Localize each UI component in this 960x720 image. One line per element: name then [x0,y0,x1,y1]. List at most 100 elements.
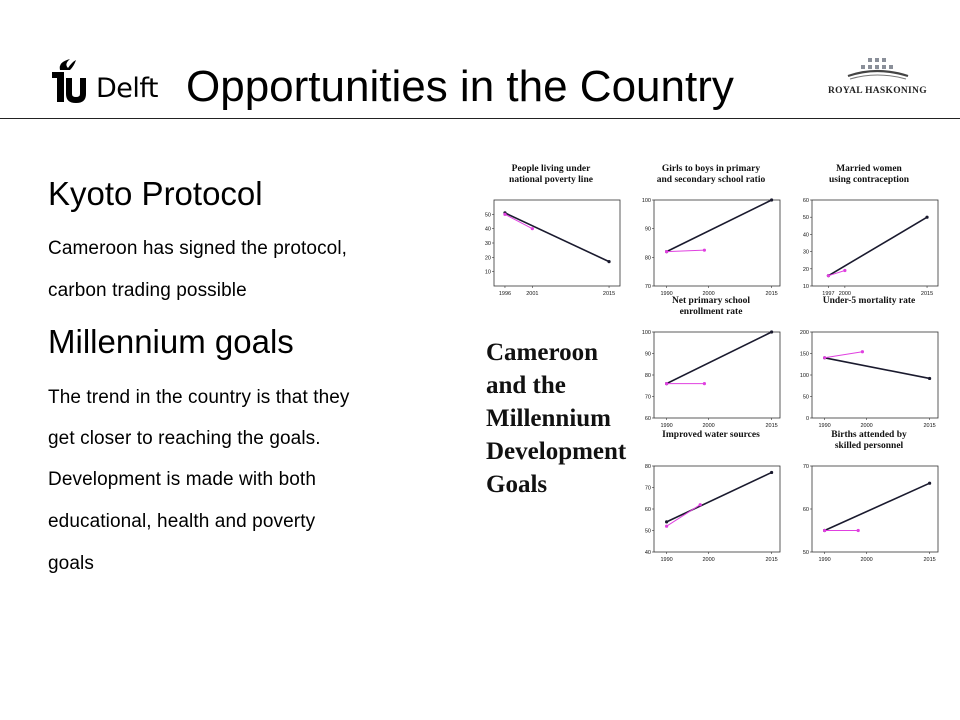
chart-title-line: People living under [511,164,591,174]
tudelft-logo-text: Delft [96,73,159,104]
actual-line [666,249,705,253]
y-tick-label: 70 [645,284,651,290]
plot-frame [811,465,939,553]
x-tick-label: 2000 [860,423,872,429]
chart-title-line: enrollment rate [679,307,743,317]
actual-point [823,356,827,360]
chart-title-line: Girls to boys in primary [661,164,761,174]
trend-point [665,520,669,524]
tudelft-flame-icon [52,59,86,103]
x-tick-label: 1990 [818,423,830,429]
figure-label-line: Millennium [486,405,612,432]
y-tick-label: 60 [645,416,651,422]
chart-poverty: People living under national poverty line… [476,164,624,326]
x-tick-label: 2015 [765,423,777,429]
y-tick-label: 80 [645,464,651,470]
actual-point [530,227,534,231]
x-tick-label: 2000 [702,291,714,297]
chart-births-attended: Births attended by skilled personnel 50 60 7… [794,430,942,592]
y-tick-label: 20 [485,255,491,261]
y-tick-label: 40 [645,550,651,556]
chart-title: Births attended by skilled personnel [794,430,944,452]
trend-line [504,212,610,263]
x-tick-label: 2015 [923,423,935,429]
chart-water-sources: Improved water sources 40 50 60 70 80 1990 2000… [636,430,784,592]
x-tick-label: 2001 [526,291,538,297]
plot-frame [811,199,939,287]
actual-point [843,268,847,273]
y-tick-label: 50 [803,395,809,401]
y-tick-label: 30 [485,241,491,247]
x-tick-label: 2000 [702,423,714,429]
figure-label-line: Goals [486,471,548,498]
y-tick-label: 150 [800,352,809,358]
trend-line [666,199,772,253]
x-tick-label: 2000 [839,291,851,297]
mdg-text-line: The trend in the country is that they [48,387,350,408]
y-tick-label: 60 [803,507,809,513]
chart-plot: 60 70 80 90 100 1990 2000 2015 [642,330,781,429]
chart-title: Under-5 mortality rate [794,296,944,307]
y-tick-label: 100 [642,330,651,336]
y-tick-label: 10 [485,270,491,276]
x-tick-label: 1990 [660,423,672,429]
y-tick-label: 10 [803,284,809,290]
mdg-heading: Millennium goals [48,323,294,360]
chart-title: Girls to boys in primary and secondary sc… [636,164,786,186]
x-tick-label: 2000 [702,557,714,563]
chart-contraception: Married women using contraception 10 20 30 40… [794,164,942,326]
kyoto-heading: Kyoto Protocol [48,175,263,212]
x-tick-label: 2015 [765,291,777,297]
actual-point [860,350,864,354]
trend-point [925,215,929,219]
plot-frame [811,331,939,419]
x-tick-label: 1997 [822,291,834,297]
y-tick-label: 100 [642,198,651,204]
actual-line [666,504,701,527]
actual-point [702,248,706,252]
x-tick-label: 1996 [499,291,511,297]
actual-line [828,270,846,277]
figure-label: Cameroon and the Millennium Development … [486,336,626,501]
x-tick-label: 2015 [921,291,933,297]
chart-title: People living under national poverty line [476,164,626,186]
chart-title-line: using contraception [829,175,909,185]
actual-point [702,382,706,386]
actual-point [665,524,669,528]
mdg-text-line: goals [48,553,94,574]
trend-point [607,260,611,264]
page-title: Opportunities in the Country [186,62,734,111]
y-tick-label: 30 [803,250,809,256]
chart-title-line: and secondary school ratio [656,175,766,185]
trend-line [666,471,772,523]
kyoto-text-line: carbon trading possible [48,280,247,301]
figure-label-line: Development [486,438,627,465]
x-tick-label: 2015 [765,557,777,563]
figure-label-line: and the [486,372,566,399]
x-tick-label: 1990 [818,557,830,563]
y-tick-label: 0 [806,416,809,422]
x-tick-label: 2015 [603,291,615,297]
chart-under5-mortality: Under-5 mortality rate 0 50 100 150 200 1990 20… [794,296,942,458]
actual-point [665,382,669,386]
y-tick-label: 50 [485,212,491,218]
trend-point [770,330,774,334]
chart-title: Married women using contraception [794,164,944,186]
y-tick-label: 20 [803,267,809,273]
y-tick-label: 90 [645,227,651,233]
y-tick-label: 200 [800,330,809,336]
chart-plot: 0 50 100 150 200 1990 2000 2015 [800,330,939,429]
chart-plot: 10 20 30 40 50 1996 2001 2015 [485,199,621,297]
plot-frame [653,331,781,419]
y-tick-label: 80 [645,255,651,261]
chart-title-line: Improved water sources [662,430,760,440]
trend-point [770,198,774,202]
actual-line [824,351,863,359]
actual-point [856,528,860,533]
actual-line [504,213,533,230]
trend-line [828,216,928,277]
plot-frame [653,199,781,287]
mdg-text-line: get closer to reaching the goals. [48,428,321,449]
trend-line [666,331,772,385]
chart-girls-boys-ratio: Girls to boys in primary and secondary sc… [636,164,784,326]
